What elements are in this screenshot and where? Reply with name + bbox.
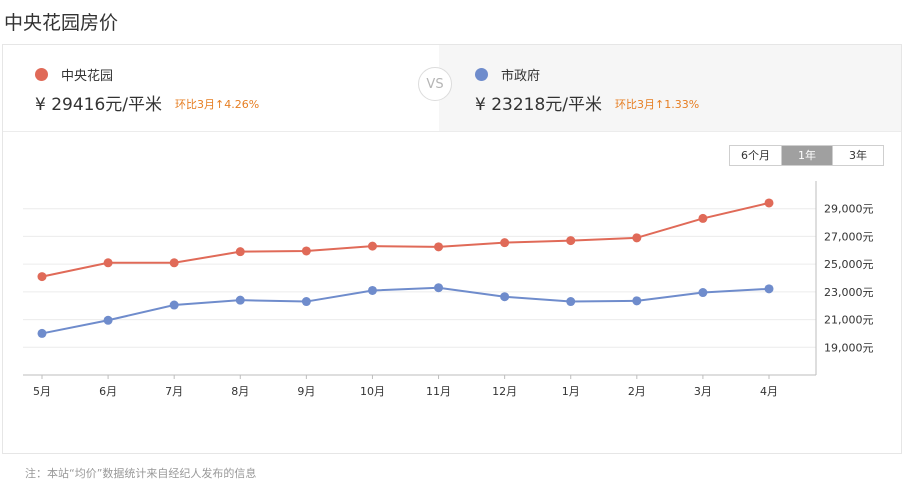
series-line-1 [41, 286, 770, 335]
x-tick-label: 6月 [99, 385, 117, 398]
x-tick-label: 10月 [360, 385, 385, 398]
data-point [434, 283, 444, 293]
x-tick-label: 2月 [628, 385, 646, 398]
card-left-name: 中央花园 [61, 69, 114, 84]
x-tick-label: 8月 [231, 385, 249, 398]
x-tick-label: 5月 [33, 385, 51, 398]
x-tick-label: 3月 [694, 385, 712, 398]
data-point [500, 238, 510, 248]
card-right-price: ¥ 23218元/平米 [475, 95, 603, 115]
y-tick-label: 21,000元 [824, 314, 874, 327]
card-left-price: ¥ 29416元/平米 [35, 95, 163, 115]
card-zhongyang-huayuan: 中央花园 ¥ 29416元/平米 环比3月↑4.26% [3, 45, 439, 131]
data-point [367, 285, 377, 295]
y-tick-label: 19,000元 [824, 341, 874, 354]
series-dot-right [475, 68, 488, 81]
card-right-change: 环比3月↑1.33% [615, 98, 700, 111]
data-point [566, 236, 576, 246]
range-tab-6-months[interactable]: 6个月 [730, 146, 781, 165]
data-point [235, 295, 245, 305]
card-shizhengfu: 市政府 ¥ 23218元/平米 环比3月↑1.33% [439, 45, 901, 131]
page-title: 中央花园房价 [4, 12, 119, 34]
data-point [500, 292, 510, 302]
series-line-0 [41, 201, 770, 278]
x-tick-label: 11月 [426, 385, 451, 398]
data-point [235, 247, 245, 257]
range-selector: 6个月 1年 3年 [729, 145, 884, 166]
data-point [434, 242, 444, 252]
price-line-chart: 19,000元 21,000元 23,000元 25,000元 27,000元 29,00… [23, 181, 874, 398]
data-point [169, 258, 179, 268]
x-tick-label: 4月 [760, 385, 778, 398]
x-tick-label: 9月 [297, 385, 315, 398]
data-point [103, 258, 113, 268]
x-tick-label: 12月 [492, 385, 517, 398]
y-tick-label: 23,000元 [824, 286, 874, 299]
data-point [698, 288, 708, 298]
vs-badge: VS [418, 67, 452, 101]
data-point [632, 296, 642, 306]
y-tick-label: 27,000元 [824, 230, 874, 243]
data-point [764, 284, 774, 294]
data-point [764, 198, 774, 208]
data-point [37, 272, 47, 282]
data-point [367, 241, 377, 251]
series-dot-left [35, 68, 48, 81]
data-point [301, 297, 311, 307]
footnote: 注：本站“均价”数据统计来自经纪人发布的信息 [25, 467, 257, 480]
data-point [103, 315, 113, 325]
data-point [698, 213, 708, 223]
data-point [566, 297, 576, 307]
comparison-panel: 中央花园 ¥ 29416元/平米 环比3月↑4.26% 市政府 ¥ 23218元… [2, 44, 902, 480]
range-tab-3-years[interactable]: 3年 [832, 146, 883, 165]
data-point [37, 328, 47, 338]
data-point [301, 246, 311, 256]
card-left-change: 环比3月↑4.26% [175, 98, 260, 111]
y-tick-label: 29,000元 [824, 203, 874, 216]
data-point [169, 300, 179, 310]
x-tick-label: 7月 [165, 385, 183, 398]
data-point [632, 233, 642, 243]
y-tick-label: 25,000元 [824, 258, 874, 271]
divider [3, 131, 901, 132]
range-tab-1-year[interactable]: 1年 [781, 146, 832, 165]
x-tick-label: 1月 [562, 385, 580, 398]
card-right-name: 市政府 [501, 69, 541, 84]
